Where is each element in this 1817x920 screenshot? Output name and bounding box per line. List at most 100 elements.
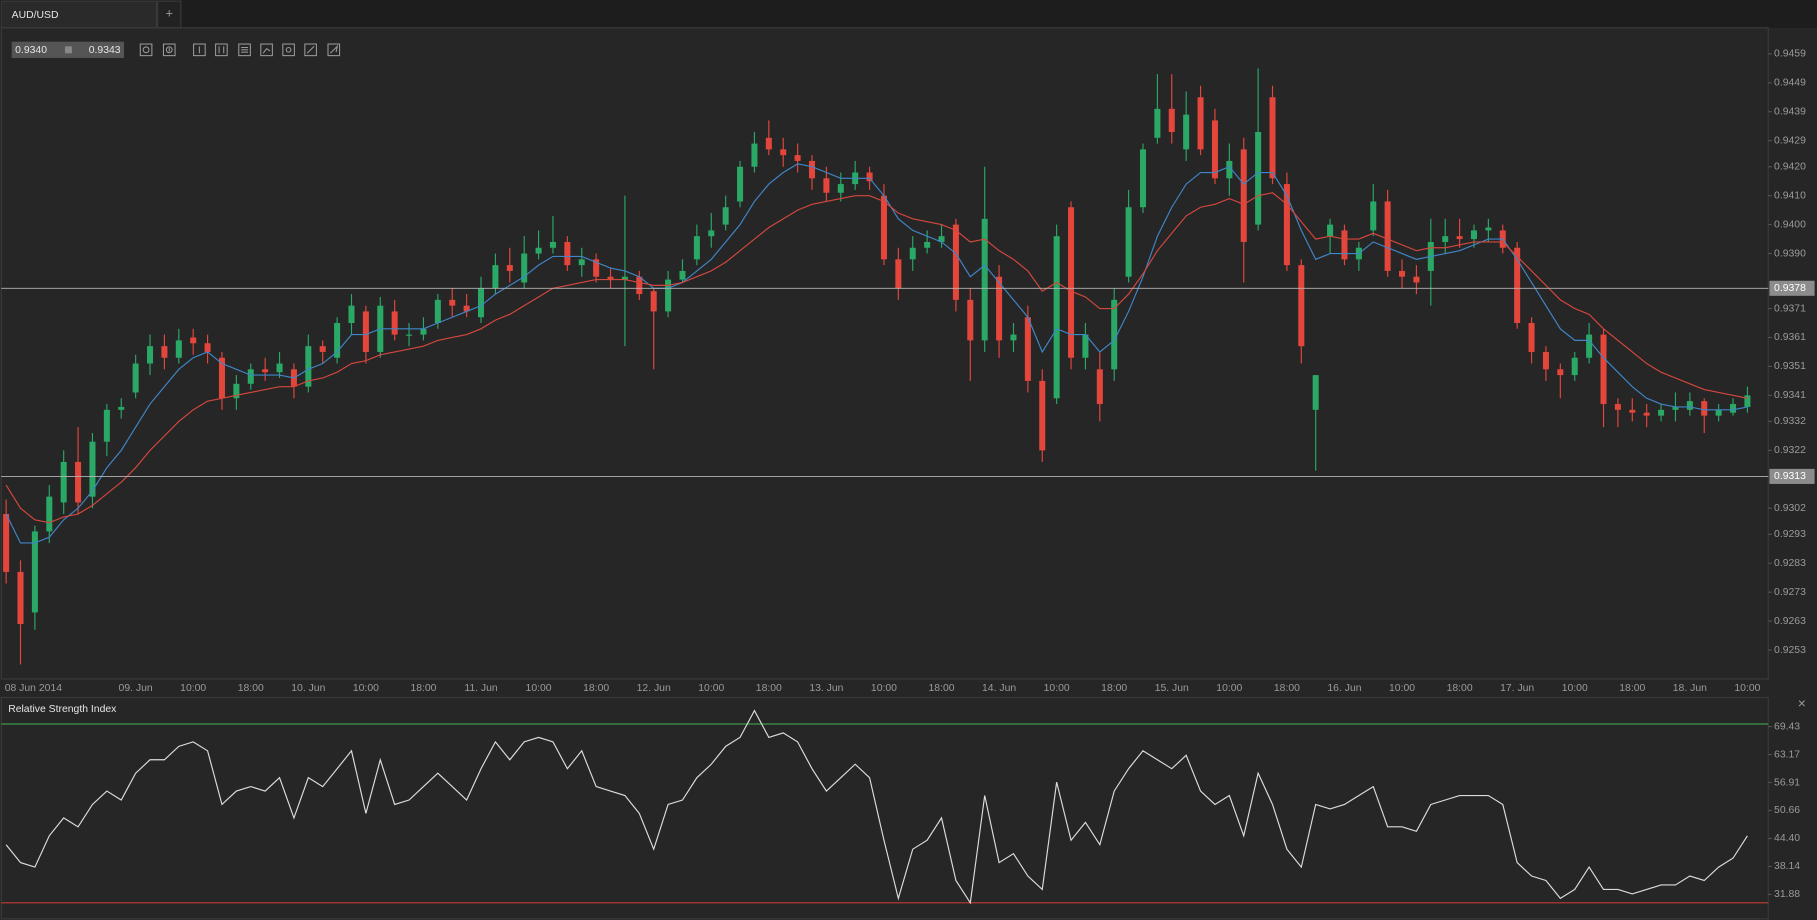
candle-body — [1542, 351, 1549, 370]
candle-body — [708, 230, 715, 237]
candle-body — [1096, 369, 1103, 405]
new-tab-label[interactable]: + — [166, 5, 173, 20]
candle-body — [1039, 380, 1046, 451]
x-tick-label: 10:00 — [526, 683, 552, 694]
y-tick-label: 63.17 — [1774, 749, 1800, 760]
candle-body — [650, 291, 657, 312]
candle-body — [1485, 227, 1492, 231]
y-tick-label: 0.9283 — [1774, 558, 1806, 569]
candle-body — [463, 305, 470, 312]
zoom-in-button[interactable] — [162, 43, 176, 57]
y-tick-label: 31.88 — [1774, 889, 1800, 900]
candle-body — [17, 571, 24, 625]
x-tick-label: 18:00 — [1619, 683, 1645, 694]
y-tick-label: 50.66 — [1774, 805, 1800, 816]
candle-body — [924, 241, 931, 248]
candle-body — [1629, 409, 1636, 413]
candle-body — [1600, 334, 1607, 405]
y-tick-label: 0.9361 — [1774, 332, 1806, 343]
candle-body — [1413, 276, 1420, 283]
candle-body — [478, 288, 485, 318]
candle-body — [621, 276, 628, 280]
candle-body — [1283, 184, 1290, 266]
candle-body — [420, 328, 427, 335]
candle-body — [218, 357, 225, 399]
indicator-panel — [0, 696, 1769, 920]
candle-body — [1255, 131, 1262, 225]
candle-body — [981, 218, 988, 341]
chart-type-button[interactable] — [215, 43, 228, 57]
candle-body — [1269, 97, 1276, 179]
draw-button[interactable] — [304, 43, 317, 57]
horizontal-line-label-box — [1769, 468, 1815, 484]
bid-price: 0.9340 — [15, 45, 47, 56]
candle-body — [3, 514, 10, 572]
candle-body — [1672, 406, 1679, 410]
pen-button[interactable] — [327, 43, 341, 57]
candle-body — [1614, 404, 1621, 410]
candle-body — [103, 409, 110, 442]
candle-body — [1744, 395, 1751, 407]
x-tick-label: 18. Jun — [1673, 683, 1707, 694]
x-tick-label: 13. Jun — [809, 683, 843, 694]
candle-body — [31, 531, 38, 613]
x-tick-label: 10:00 — [180, 683, 206, 694]
y-tick-label: 38.14 — [1774, 861, 1800, 872]
y-tick-label: 0.9332 — [1774, 416, 1806, 427]
candle-body — [1442, 236, 1449, 242]
x-tick-label: 18:00 — [928, 683, 954, 694]
x-tick-label: 10:00 — [871, 683, 897, 694]
period-button[interactable] — [193, 43, 206, 57]
y-tick-label: 0.9371 — [1774, 303, 1806, 314]
moving-average-line — [5, 192, 1748, 524]
compare-button[interactable] — [260, 43, 273, 57]
candle-body — [808, 160, 816, 179]
indicators-button[interactable] — [238, 43, 251, 57]
x-tick-label: 10. Jun — [291, 683, 325, 694]
candle-body — [1082, 334, 1089, 358]
x-tick-label: 18:00 — [1101, 683, 1127, 694]
toolbar — [139, 43, 341, 57]
y-tick-label: 69.43 — [1774, 721, 1800, 732]
candle-body — [1341, 230, 1348, 260]
candle-body — [952, 224, 959, 300]
y-tick-label: 0.9322 — [1774, 445, 1806, 456]
candle-body — [1183, 114, 1190, 150]
candle-body — [521, 253, 528, 283]
candle-body — [75, 461, 82, 503]
zoom-out-button[interactable] — [139, 43, 153, 57]
candle-body — [46, 496, 53, 532]
horizontal-line-label-box — [1769, 280, 1815, 296]
candle-body — [880, 195, 887, 260]
x-tick-label: 15. Jun — [1155, 683, 1189, 694]
x-tick-label: 18:00 — [410, 683, 436, 694]
candle-body — [362, 311, 369, 352]
candle-body — [996, 276, 1003, 341]
tab-label[interactable]: AUD/USD — [12, 10, 59, 21]
close-indicator-button[interactable]: × — [1798, 695, 1806, 711]
tab-bar — [0, 0, 1817, 28]
candle-body — [1686, 401, 1693, 410]
candle-body — [1528, 323, 1535, 352]
x-tick-label: 10:00 — [1216, 683, 1242, 694]
y-tick-label: 0.9341 — [1774, 390, 1806, 401]
template-button[interactable] — [282, 43, 295, 57]
candle-body — [305, 346, 312, 387]
candle-body — [1111, 299, 1118, 370]
x-tick-label: 18:00 — [238, 683, 264, 694]
y-tick-label: 0.9390 — [1774, 248, 1806, 259]
price-panel — [0, 27, 1769, 680]
x-tick-label: 16. Jun — [1327, 683, 1361, 694]
candle-body — [1211, 120, 1218, 179]
candle-body — [593, 259, 600, 277]
candle-body — [1139, 149, 1147, 208]
y-tick-label: 0.9253 — [1774, 645, 1806, 656]
tab[interactable] — [0, 0, 158, 29]
candle-body — [1154, 108, 1161, 138]
x-tick-label: 10:00 — [1562, 683, 1588, 694]
candle-body — [1240, 149, 1247, 242]
candle-body — [1197, 97, 1204, 150]
candle-body — [147, 346, 154, 364]
